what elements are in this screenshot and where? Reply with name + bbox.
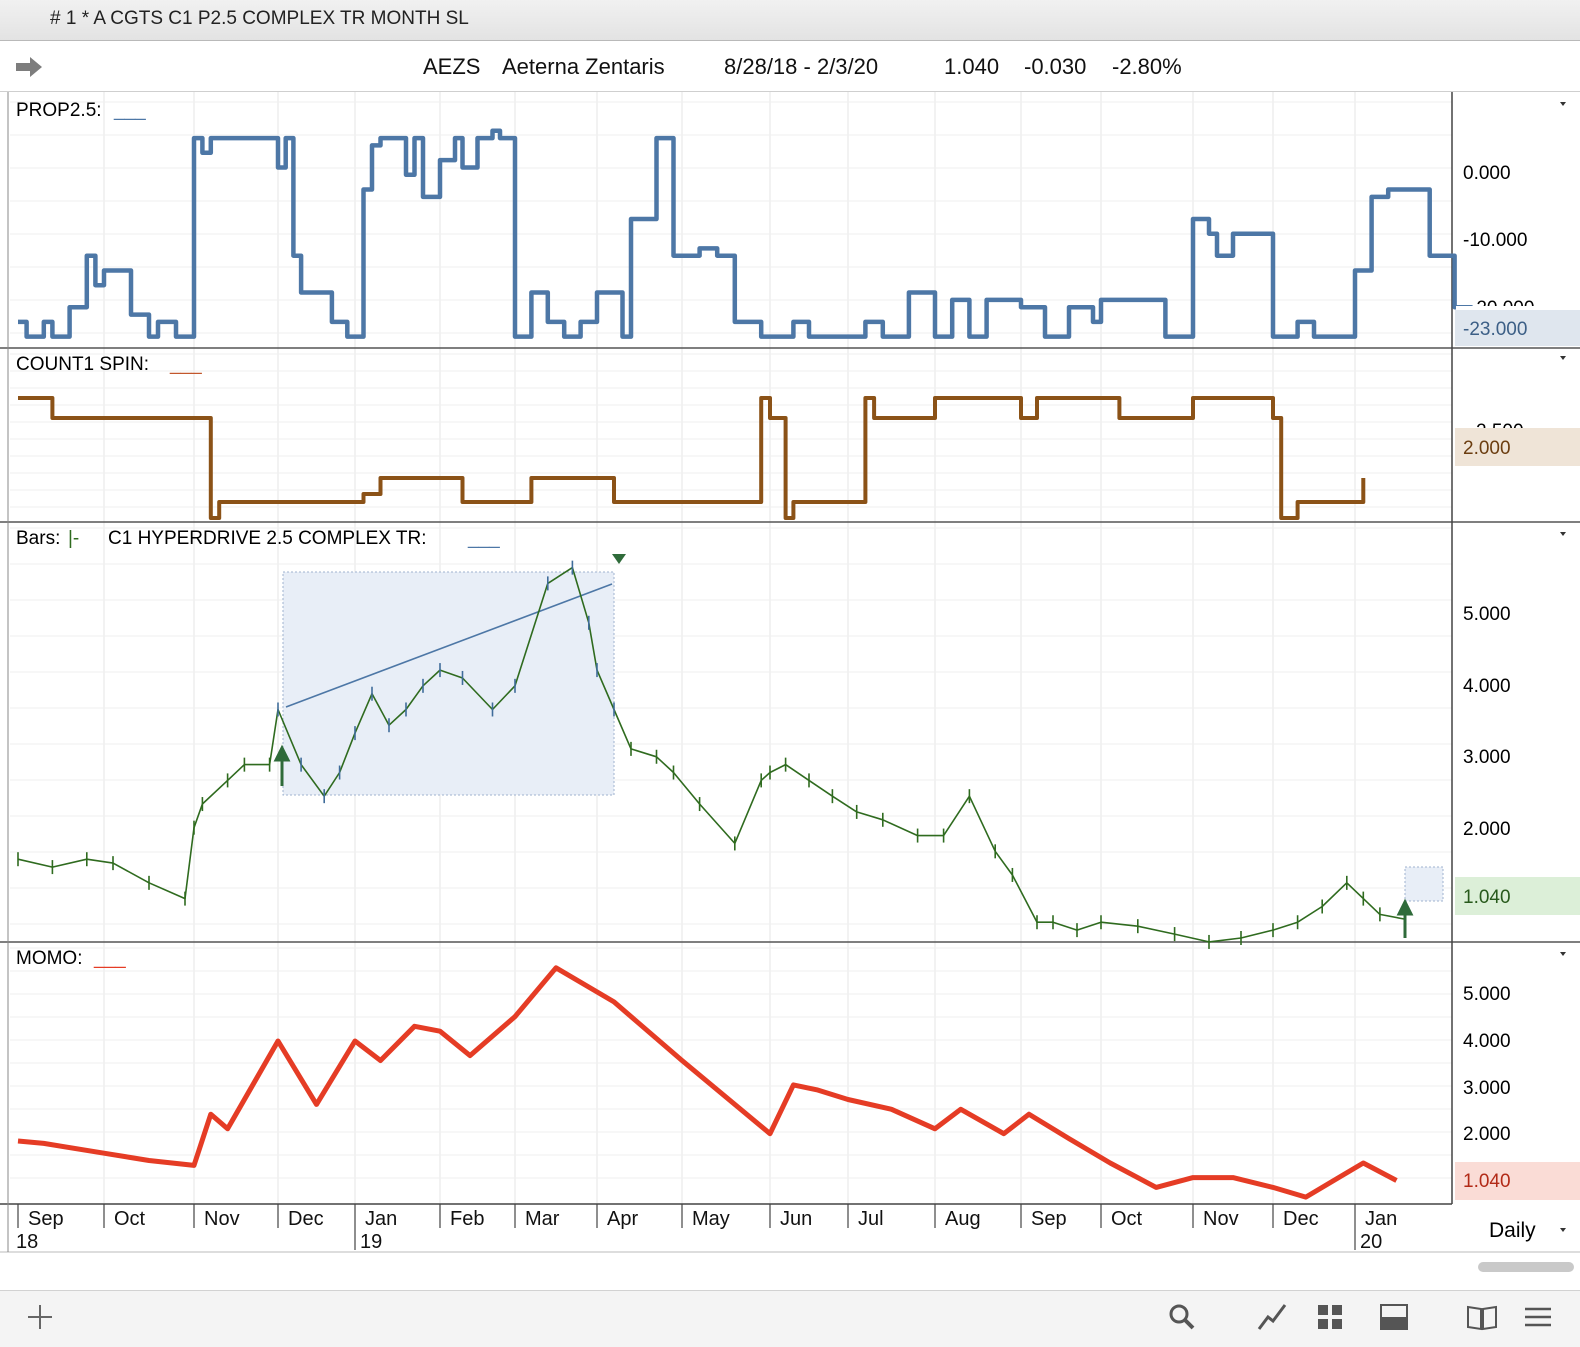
last-price: 1.040: [944, 54, 1000, 79]
count-label: COUNT1 SPIN:: [16, 354, 149, 375]
bars-tick-1: 4.000: [1463, 676, 1511, 697]
x-tick-label: Jan: [1365, 1208, 1397, 1230]
x-tick-label: Apr: [607, 1208, 638, 1230]
interval-menu-icon[interactable]: [1560, 1228, 1566, 1232]
buy-arrow-icon-recent: [1396, 898, 1414, 938]
x-tick-label: Jun: [780, 1208, 812, 1230]
momo-tick-1: 4.000: [1463, 1031, 1511, 1052]
x-tick-label: Dec: [288, 1208, 324, 1230]
momo-tick-3: 2.000: [1463, 1124, 1511, 1145]
prop-last-value: -23.000: [1463, 319, 1527, 340]
arrow-right-icon[interactable]: [14, 54, 44, 80]
selection-box[interactable]: [282, 571, 615, 796]
series-line-0: [18, 128, 1474, 339]
interval-label[interactable]: Daily: [1489, 1219, 1536, 1242]
x-tick-label: Nov: [1203, 1208, 1239, 1230]
x-tick-label: Dec: [1283, 1208, 1319, 1230]
bars-marker: |-: [68, 528, 79, 549]
x-tick-label: Feb: [450, 1208, 484, 1230]
x-year-label: 19: [360, 1231, 382, 1253]
prop-last-flag: [1455, 310, 1580, 346]
count-last-flag: [1455, 428, 1580, 466]
search-icon[interactable]: [1164, 1299, 1200, 1335]
momo-tick-0: 5.000: [1463, 984, 1511, 1005]
momo-last-flag: [1455, 1162, 1580, 1200]
x-tick-label: Oct: [1111, 1208, 1143, 1230]
panel-icon[interactable]: [1376, 1299, 1412, 1335]
bars-last-flag: [1455, 877, 1580, 915]
x-tick-label: Aug: [945, 1208, 981, 1230]
study-label: C1 HYPERDRIVE 2.5 COMPLEX TR:: [108, 528, 427, 549]
plus-icon[interactable]: [22, 1299, 58, 1335]
chart-area[interactable]: PROP2.5: ___ COUNT1 SPIN: ___ Bars: |- C…: [0, 92, 1580, 1290]
bars-menu-icon[interactable]: [1560, 532, 1566, 536]
line-chart-icon[interactable]: [1254, 1299, 1290, 1335]
grid-icon[interactable]: [1312, 1299, 1348, 1335]
momo-tick-2: 3.000: [1463, 1078, 1511, 1099]
count-menu-icon[interactable]: [1560, 356, 1566, 360]
x-tick-label: Oct: [114, 1208, 146, 1230]
prop-tick-0: 0.000: [1463, 163, 1511, 184]
bars-label: Bars:: [16, 528, 60, 549]
count-swatch: ___: [169, 354, 202, 375]
menu-icon[interactable]: [1520, 1299, 1556, 1335]
prop-label: PROP2.5:: [16, 100, 102, 121]
symbol-ticker: AEZS: [423, 54, 481, 79]
momo-menu-icon[interactable]: [1560, 952, 1566, 956]
series-line-3: [17, 965, 1398, 1200]
x-tick-label: Sep: [28, 1208, 64, 1230]
count-last-value: 2.000: [1463, 438, 1511, 459]
momo-last-value: 1.040: [1463, 1171, 1511, 1192]
chart-grid: [10, 92, 1452, 1204]
book-icon[interactable]: [1464, 1299, 1500, 1335]
prop-swatch: ___: [113, 100, 146, 121]
x-tick-label: May: [692, 1208, 730, 1230]
selection-box-recent[interactable]: [1404, 866, 1444, 902]
x-axis: Sep Oct Nov Dec Jan Feb Mar Apr May Jun Jul Aug Sep O…: [16, 1204, 1397, 1253]
sell-arrow-icon: [612, 554, 626, 564]
x-tick-label: Nov: [204, 1208, 240, 1230]
bars-tick-0: 5.000: [1463, 604, 1511, 625]
x-tick-label: Jan: [365, 1208, 397, 1230]
horizontal-scrollbar[interactable]: [1478, 1262, 1574, 1272]
study-swatch: ___: [467, 528, 500, 549]
window-title: # 1 * A CGTS C1 P2.5 COMPLEX TR MONTH SL: [50, 8, 469, 29]
prop-menu-icon[interactable]: [1560, 102, 1566, 106]
bars-tick-2: 3.000: [1463, 747, 1511, 768]
trend-line[interactable]: [285, 583, 613, 708]
x-tick-label: Jul: [858, 1208, 884, 1230]
bottom-toolbar: [0, 1290, 1580, 1347]
bars-tick-3: 2.000: [1463, 819, 1511, 840]
x-tick-label: Sep: [1031, 1208, 1067, 1230]
window-titlebar: # 1 * A CGTS C1 P2.5 COMPLEX TR MONTH SL: [0, 0, 1580, 41]
momo-label: MOMO:: [16, 948, 83, 969]
symbol-info-bar: AEZS Aeterna Zentaris 8/28/18 - 2/3/20 1…: [0, 41, 1580, 92]
price-change: -0.030: [1024, 54, 1087, 79]
series-line-1: [18, 396, 1366, 520]
buy-arrow-icon: [273, 744, 291, 786]
percent-change: -2.80%: [1112, 54, 1182, 79]
date-range: 8/28/18 - 2/3/20: [724, 54, 879, 79]
x-year-label: 18: [16, 1231, 38, 1253]
prop-tick-1: -10.000: [1463, 230, 1527, 251]
momo-swatch: ___: [93, 948, 126, 969]
symbol-name: Aeterna Zentaris: [502, 54, 665, 79]
bars-last-value: 1.040: [1463, 887, 1511, 908]
x-tick-label: Mar: [525, 1208, 560, 1230]
x-year-label: 20: [1360, 1231, 1382, 1253]
